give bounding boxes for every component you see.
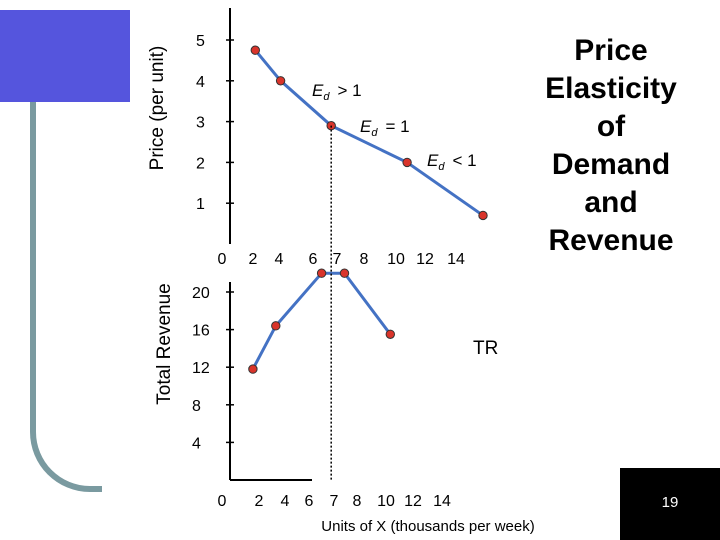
top-x-tick-label: 4	[275, 251, 284, 268]
bottom-x-tick-label: 8	[353, 493, 362, 510]
elasticity-annotation: Ed = 1	[360, 117, 410, 139]
bottom-x-tick-label: 6	[305, 493, 314, 510]
top-x-tick-label: 2	[249, 251, 258, 268]
slide-title-line: Demand	[551, 148, 671, 181]
elasticity-annotation: Ed < 1	[427, 151, 477, 173]
elasticity-annotation: Ed > 1	[312, 81, 362, 103]
slide-title: Price Elasticity of Demand and Revenue	[532, 32, 690, 260]
top-x-tick-label: 7	[333, 251, 342, 268]
slide-title-line: Price	[574, 34, 648, 67]
bottom-y-tick-label: 16	[192, 323, 210, 340]
decorative-square	[0, 10, 130, 102]
revenue-point	[316, 268, 327, 278]
bottom-y-tick-label: 4	[192, 435, 201, 452]
revenue-point	[385, 329, 395, 339]
bottom-x-tick-label: 7	[330, 493, 339, 510]
top-y-tick-label: 1	[196, 196, 205, 213]
top-y-tick-label: 4	[196, 74, 205, 91]
top-y-tick-label: 3	[196, 115, 205, 132]
bottom-x-tick-label: 14	[433, 493, 451, 510]
slide-title-line: Elasticity	[545, 72, 677, 105]
top-x-tick-label: 12	[416, 251, 434, 268]
demand-point	[250, 45, 261, 55]
top-y-tick-label: 5	[196, 33, 205, 50]
slide-title-line: and	[584, 186, 638, 219]
bottom-x-tick-label: 4	[281, 493, 290, 510]
bottom-x-tick-label: 0	[218, 493, 227, 510]
bottom-y-axis-title: Total Revenue	[154, 283, 175, 404]
slide-number: 19	[620, 468, 720, 540]
demand-point	[478, 210, 488, 221]
top-x-tick-label: 14	[447, 251, 465, 268]
bottom-y-tick-label: 8	[192, 398, 201, 415]
bottom-x-axis-title: Units of X (thousands per week)	[321, 518, 534, 535]
top-x-tick-label: 8	[360, 251, 369, 268]
bottom-y-tick-label: 20	[192, 285, 210, 302]
bottom-x-tick-label: 10	[377, 493, 395, 510]
demand-point	[402, 157, 412, 168]
bottom-x-tick-label: 2	[255, 493, 264, 510]
top-y-tick-label: 2	[196, 155, 205, 172]
revenue-point	[271, 321, 281, 331]
top-x-tick-label: 10	[387, 251, 405, 268]
bottom-y-tick-label: 12	[192, 360, 210, 377]
slide-title-line: of	[596, 110, 626, 143]
total-revenue-line	[251, 271, 392, 370]
revenue-point	[248, 364, 258, 374]
top-y-axis-title: Price (per unit)	[147, 46, 168, 171]
top-x-tick-label: 0	[218, 251, 227, 268]
top-x-tick-label: 6	[309, 251, 318, 268]
demand-point	[275, 76, 286, 86]
total-revenue-label: TR	[473, 338, 498, 359]
decorative-vertical-line	[30, 102, 36, 432]
bottom-x-tick-label: 12	[404, 493, 422, 510]
slide-title-line: Revenue	[548, 224, 674, 257]
revenue-point	[339, 268, 350, 278]
